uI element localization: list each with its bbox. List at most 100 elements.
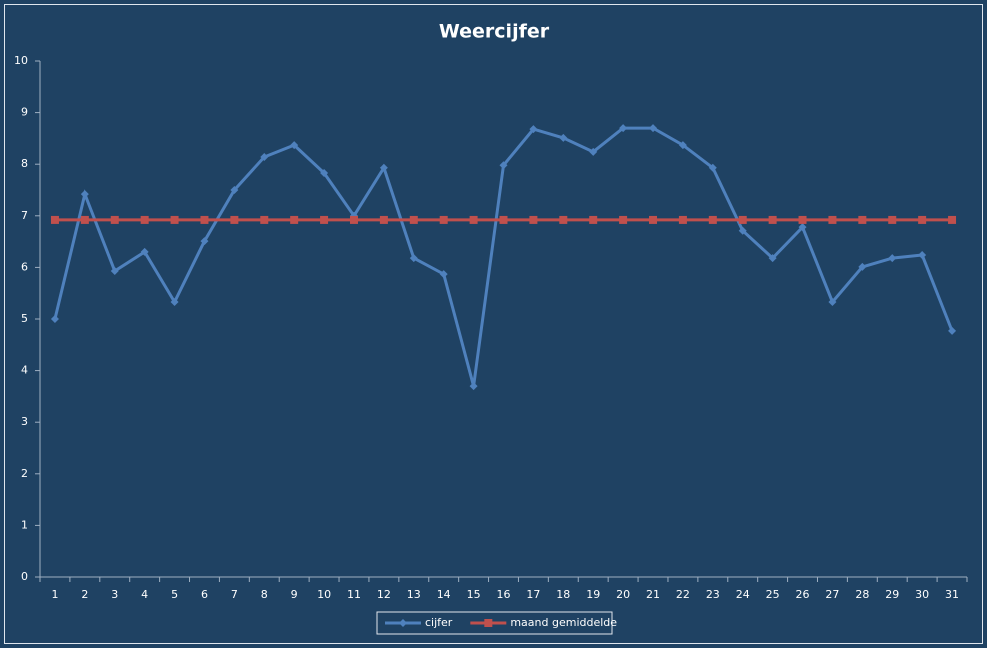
data-point xyxy=(320,168,329,177)
data-point xyxy=(529,125,538,134)
data-point xyxy=(379,163,388,172)
data-point xyxy=(409,215,418,224)
data-point xyxy=(858,215,867,224)
x-tick-label: 3 xyxy=(111,588,118,601)
x-tick-label: 26 xyxy=(796,588,810,601)
x-tick-label: 18 xyxy=(556,588,570,601)
data-point xyxy=(499,161,508,170)
data-point xyxy=(290,215,299,224)
y-tick-label: 6 xyxy=(21,260,28,273)
x-tick-label: 10 xyxy=(317,588,331,601)
x-tick-label: 31 xyxy=(945,588,959,601)
data-point xyxy=(559,215,568,224)
data-point xyxy=(678,215,687,224)
legend-marker xyxy=(399,619,407,627)
data-point xyxy=(738,226,747,235)
data-point xyxy=(768,215,777,224)
legend-marker xyxy=(484,619,493,627)
data-point xyxy=(589,147,598,156)
data-point xyxy=(379,215,388,224)
x-tick-label: 22 xyxy=(676,588,690,601)
x-tick-label: 8 xyxy=(261,588,268,601)
x-tick-label: 11 xyxy=(347,588,361,601)
chart-title: Weercijfer xyxy=(439,21,550,43)
x-tick-label: 29 xyxy=(885,588,899,601)
x-tick-label: 16 xyxy=(497,588,511,601)
data-point xyxy=(828,215,837,224)
legend-label: cijfer xyxy=(425,616,453,629)
data-point xyxy=(140,247,149,256)
x-tick-label: 6 xyxy=(201,588,208,601)
y-tick-label: 8 xyxy=(21,157,28,170)
x-tick-label: 25 xyxy=(766,588,780,601)
data-point xyxy=(918,251,927,260)
legend-label: maand gemiddelde xyxy=(510,616,617,629)
data-point xyxy=(738,215,747,224)
data-point xyxy=(230,186,239,194)
y-tick-label: 4 xyxy=(21,364,28,377)
data-point xyxy=(320,215,329,224)
x-tick-label: 23 xyxy=(706,588,720,601)
data-point xyxy=(200,237,209,246)
data-point xyxy=(888,254,897,263)
data-point xyxy=(798,223,807,232)
data-point xyxy=(230,215,239,224)
data-point xyxy=(619,124,628,133)
y-tick-label: 2 xyxy=(21,467,28,480)
data-point xyxy=(50,215,59,224)
data-point xyxy=(469,382,478,391)
x-tick-label: 20 xyxy=(616,588,630,601)
y-tick-label: 0 xyxy=(21,570,28,583)
data-point xyxy=(260,215,269,224)
data-point xyxy=(170,297,179,306)
x-tick-label: 5 xyxy=(171,588,178,601)
data-point xyxy=(260,152,269,161)
data-point xyxy=(948,215,957,224)
data-point xyxy=(80,215,89,224)
y-tick-label: 3 xyxy=(21,415,28,428)
data-point xyxy=(678,141,687,150)
x-tick-label: 19 xyxy=(586,588,600,601)
x-tick-label: 12 xyxy=(377,588,391,601)
data-point xyxy=(589,215,598,224)
data-point xyxy=(888,215,897,224)
x-tick-label: 4 xyxy=(141,588,148,601)
x-tick-label: 14 xyxy=(437,588,451,601)
data-point xyxy=(80,190,89,199)
y-tick-label: 10 xyxy=(14,54,28,67)
data-point xyxy=(170,215,179,224)
data-point xyxy=(110,215,119,224)
data-point xyxy=(828,297,837,306)
x-tick-label: 2 xyxy=(81,588,88,601)
data-point xyxy=(140,215,149,224)
x-tick-label: 1 xyxy=(51,588,58,601)
x-tick-label: 21 xyxy=(646,588,660,601)
data-point xyxy=(798,215,807,224)
legend-box xyxy=(376,611,613,635)
data-point xyxy=(469,215,478,224)
x-tick-label: 9 xyxy=(291,588,298,601)
data-point xyxy=(649,215,658,224)
data-point xyxy=(349,215,358,224)
data-point xyxy=(529,215,538,224)
data-point xyxy=(200,215,209,224)
x-tick-label: 17 xyxy=(526,588,540,601)
x-tick-label: 7 xyxy=(231,588,238,601)
data-point xyxy=(768,254,777,263)
data-point xyxy=(50,315,59,323)
x-tick-label: 13 xyxy=(407,588,421,601)
data-point xyxy=(409,254,418,263)
x-tick-label: 15 xyxy=(467,588,481,601)
y-tick-label: 5 xyxy=(21,312,28,325)
data-point xyxy=(708,215,717,224)
y-tick-label: 7 xyxy=(21,209,28,222)
x-tick-label: 24 xyxy=(736,588,750,601)
y-tick-label: 1 xyxy=(21,518,28,531)
data-point xyxy=(290,141,299,150)
data-point xyxy=(918,215,927,224)
chart-border xyxy=(4,4,983,644)
data-point xyxy=(649,124,658,133)
y-tick-label: 9 xyxy=(21,106,28,119)
